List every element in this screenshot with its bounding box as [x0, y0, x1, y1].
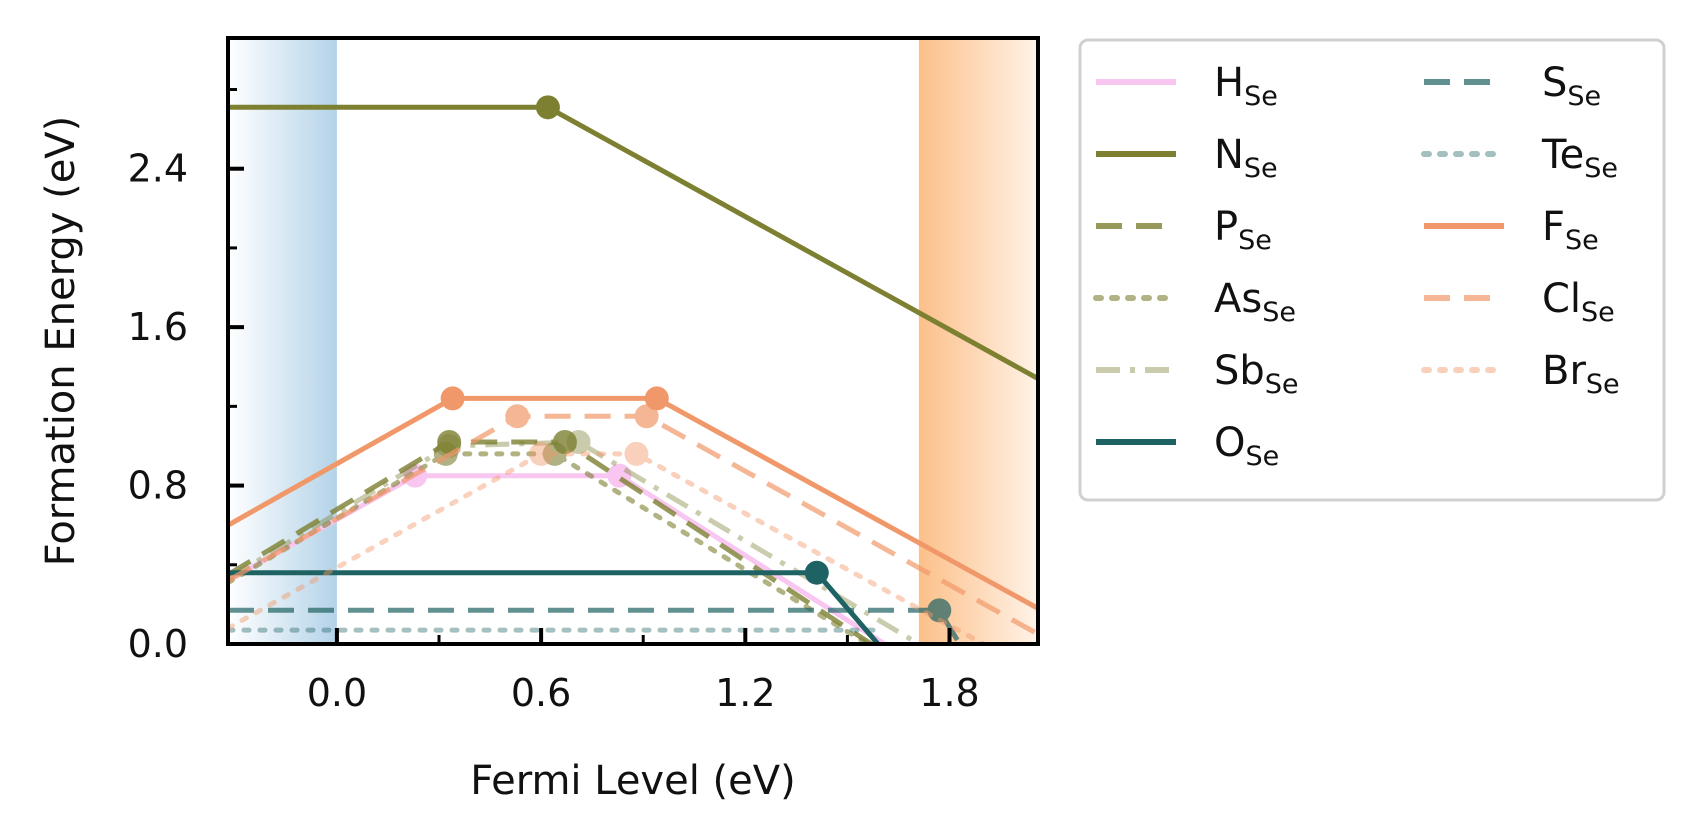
legend-label: SSe — [1542, 60, 1601, 112]
legend-item-n: NSe — [1096, 132, 1278, 184]
conduction-band-region — [918, 38, 1038, 644]
legend-item-cl: ClSe — [1424, 276, 1615, 328]
legend-label: ClSe — [1542, 276, 1615, 328]
series-line-cl — [228, 413, 1038, 637]
legend-label: SbSe — [1214, 348, 1299, 400]
legend-label: PSe — [1214, 204, 1272, 256]
legend-label: AsSe — [1214, 276, 1296, 328]
x-tick-label: 1.2 — [715, 671, 775, 715]
y-tick-label: 0.8 — [128, 464, 188, 508]
legend-item-br: BrSe — [1421, 348, 1620, 400]
legend-frame — [1078, 38, 1666, 502]
legend: HSe NSe PSe AsSe SbSe OSe SSe TeSe FSe ClSe BrSe — [1078, 38, 1666, 502]
marker-n-0 — [535, 95, 560, 120]
marker-br-0 — [529, 441, 554, 466]
defect-series — [228, 95, 1038, 644]
legend-label: BrSe — [1542, 348, 1620, 400]
marker-cl-1 — [634, 404, 659, 429]
series-br-se — [228, 441, 986, 644]
legend-item-f: FSe — [1424, 204, 1599, 256]
series-s-se — [228, 598, 962, 644]
series-line-f — [228, 395, 1038, 611]
legend-label: TeSe — [1541, 132, 1618, 184]
marker-br-1 — [624, 441, 649, 466]
y-axis-label: Formation Energy (eV) — [38, 116, 84, 567]
legend-item-s: SSe — [1424, 60, 1601, 112]
legend-label: OSe — [1214, 420, 1279, 472]
y-tick-label: 2.4 — [128, 147, 188, 191]
marker-o-0 — [804, 560, 829, 585]
legend-label: FSe — [1542, 204, 1599, 256]
marker-f-0 — [440, 386, 465, 411]
series-cl-se — [228, 404, 1038, 637]
x-tick-label: 1.8 — [919, 671, 979, 715]
series-n-se — [228, 95, 1038, 381]
legend-item-p: PSe — [1096, 204, 1272, 256]
band-regions — [228, 38, 1038, 644]
legend-item-te: TeSe — [1421, 132, 1618, 184]
x-tick-label: 0.6 — [511, 671, 571, 715]
series-line-h — [228, 473, 887, 644]
legend-item-as: AsSe — [1093, 276, 1296, 328]
series-line-s — [228, 607, 962, 644]
marker-as-1 — [542, 441, 567, 466]
series-line-n — [228, 104, 1038, 381]
y-tick-label: 0.0 — [128, 622, 188, 666]
legend-item-o: OSe — [1096, 420, 1279, 472]
valence-band-region — [228, 38, 337, 644]
marker-sb-1 — [566, 430, 591, 454]
series-o-se — [228, 560, 880, 644]
plot-frame — [226, 36, 1040, 646]
series-line-br — [228, 451, 986, 644]
x-tick-label: 0.0 — [307, 671, 367, 715]
marker-s-0 — [927, 598, 952, 623]
legend-item-sb: SbSe — [1096, 348, 1299, 400]
marker-cl-0 — [505, 404, 530, 429]
y-tick-label: 1.6 — [128, 305, 188, 349]
legend-label: NSe — [1214, 132, 1278, 184]
series-f-se — [228, 386, 1038, 611]
series-line-p — [228, 439, 873, 644]
legend-item-h: HSe — [1096, 60, 1278, 112]
x-axis-label: Fermi Level (eV) — [470, 758, 795, 804]
marker-f-1 — [644, 386, 669, 411]
axis-ticks: 0.0 0.6 1.2 1.8 0.0 0.8 1.6 2.4 — [128, 87, 980, 715]
legend-label: HSe — [1214, 60, 1278, 112]
